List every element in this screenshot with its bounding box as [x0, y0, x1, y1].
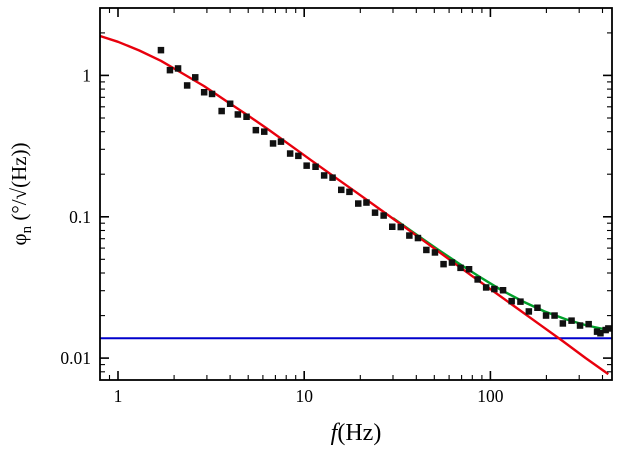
data-point-square [559, 320, 567, 327]
data-point-square [474, 276, 481, 283]
data-point-square [576, 322, 584, 329]
data-point-square [465, 266, 473, 273]
data-point-square [303, 162, 310, 169]
data-point-square [499, 287, 507, 294]
data-point-square [525, 308, 533, 315]
data-point-square [389, 223, 396, 230]
data-point-square [491, 285, 498, 293]
data-point-square [406, 232, 413, 239]
data-point-square [312, 163, 319, 170]
y-tick-label: 0.1 [69, 207, 91, 227]
data-point-square [597, 330, 604, 337]
data-point-square [355, 200, 362, 207]
data-point-square [277, 138, 285, 145]
tick-labels: 1 10 100 1 0.1 0.01 [60, 65, 503, 406]
data-point-square [414, 234, 422, 242]
data-point-square [269, 140, 277, 147]
y-tick-label: 1 [82, 65, 91, 85]
power-law-fit-curve [99, 34, 609, 376]
data-point-square [261, 128, 268, 135]
data-point-square [585, 320, 592, 328]
data-point-square [482, 284, 490, 291]
y-tick-label: 0.01 [60, 348, 91, 368]
x-tick-label: 10 [295, 386, 313, 406]
data-point-square [440, 260, 447, 268]
data-point-square [243, 113, 250, 120]
data-point-square [371, 209, 379, 216]
data-point-square [252, 126, 260, 134]
data-point-square [295, 152, 302, 160]
data-point-square [286, 150, 294, 157]
x-axis-title: f(Hz) [331, 420, 382, 446]
data-point-square [508, 297, 515, 305]
y-axis-title: φn (°/√(Hz)) [7, 142, 35, 245]
data-point-square [534, 304, 541, 311]
data-point-square [431, 249, 439, 256]
data-point-square [363, 199, 370, 206]
plot-frame [99, 7, 613, 381]
data-point-square [226, 100, 234, 107]
data-point-square [157, 46, 165, 54]
axis-ticks [100, 8, 612, 380]
data-point-square [397, 223, 404, 231]
x-tick-label: 1 [114, 386, 123, 406]
model-with-floor-curve [392, 217, 609, 332]
data-point-square [448, 259, 456, 266]
data-point-square [320, 172, 328, 179]
data-point-square [338, 186, 345, 194]
data-point-square [542, 312, 550, 319]
data-point-square [218, 107, 225, 115]
data-point-square [593, 328, 601, 335]
data-point-square [166, 66, 174, 74]
data-point-square [568, 317, 575, 324]
data-point-square [423, 246, 430, 254]
data-point-square [200, 89, 208, 96]
data-point-square [234, 111, 242, 118]
measured-phase-noise-points [157, 46, 612, 337]
data-point-square [329, 174, 336, 181]
data-point-square [208, 90, 216, 98]
data-point-square [457, 264, 464, 272]
data-point-square [192, 74, 199, 81]
x-tick-label: 100 [477, 386, 504, 406]
data-point-square [380, 212, 387, 219]
data-point-square [517, 298, 524, 305]
data-point-square [551, 312, 558, 319]
data-point-square [346, 188, 353, 196]
data-point-square [174, 65, 182, 72]
data-point-square [183, 82, 191, 89]
data-point-square [605, 325, 612, 332]
